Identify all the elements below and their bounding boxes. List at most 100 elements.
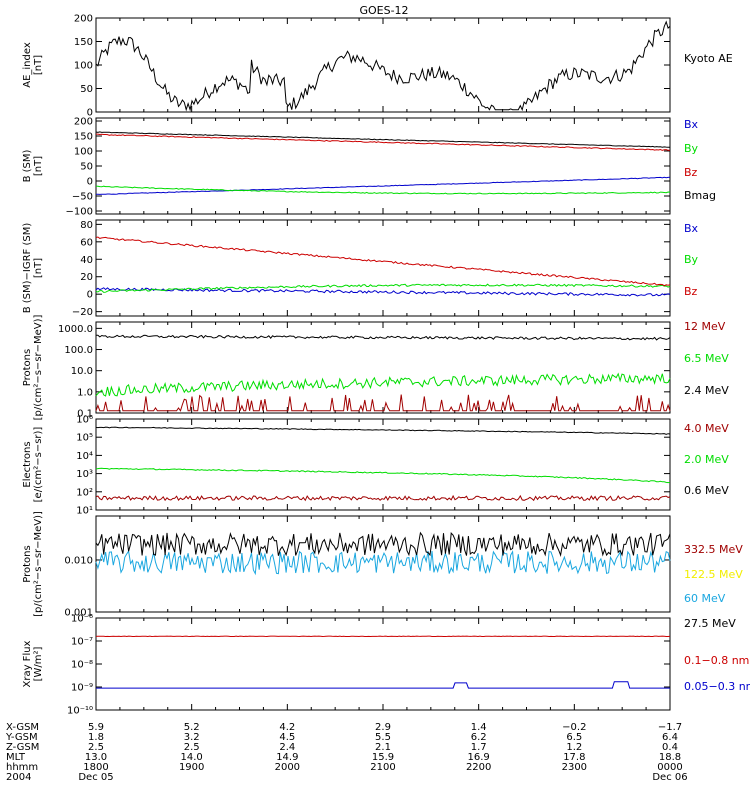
series-line-hiprotons-3 [95, 531, 671, 557]
legend-bigrf-2: Bz [684, 285, 698, 298]
legend-bigrf-0: Bx [684, 222, 699, 235]
axis-row-label: 2004 [6, 772, 31, 783]
y-axis-label: [nT] [33, 258, 44, 278]
y-axis-label: [nT] [33, 156, 44, 176]
y-tick-label: −50 [72, 192, 93, 203]
axis-cell: 14.0 [181, 752, 203, 763]
y-tick-label: 0 [87, 177, 93, 188]
y-tick-label: −100 [66, 207, 93, 218]
axis-cell: Dec 05 [78, 772, 113, 783]
axis-cell: 1900 [179, 762, 204, 773]
series-line-ae-0 [95, 20, 671, 112]
y-axis-label: Protons [22, 349, 33, 386]
axis-cell: 2100 [370, 762, 395, 773]
y-tick-label: 1000.0 [58, 324, 93, 335]
axis-cell: 13.0 [85, 752, 107, 763]
legend-bsm-2: Bz [684, 166, 698, 179]
y-tick-label: 80 [80, 220, 93, 231]
y-tick-label: 10⁻¹⁰ [67, 706, 93, 717]
y-axis-label: [nT] [33, 55, 44, 75]
axis-cell: 2000 [275, 762, 300, 773]
axis-cell: 1.4 [471, 722, 487, 733]
axis-cell: 0.4 [662, 742, 678, 753]
axis-cell: 17.8 [563, 752, 585, 763]
y-tick-label: −20 [72, 307, 93, 318]
axis-cell: 14.9 [276, 752, 298, 763]
panel-hiprotons: 0.001 0.010 Protons [p/(cm²−s−sr−MeV)] 332.5… [22, 511, 743, 630]
axis-cell: 0000 [657, 762, 682, 773]
y-tick-label: 10⁶ [76, 415, 93, 426]
y-axis-label: B (SM) [22, 149, 33, 182]
axis-cell: 1800 [83, 762, 108, 773]
legend-electrons-1: 2.0 MeV [684, 453, 729, 466]
y-axis-label: [W/m²] [33, 646, 44, 681]
chart-title: GOES-12 [359, 4, 408, 17]
axis-cell: Dec 06 [652, 772, 687, 783]
y-tick-label: 0.1 [77, 409, 93, 420]
series-line-bigrf-2 [95, 236, 671, 287]
y-tick-label: 0 [87, 108, 93, 119]
y-tick-label: 10⁴ [76, 451, 93, 462]
y-tick-label: 100.0 [64, 345, 93, 356]
axis-cell: 2200 [466, 762, 491, 773]
axis-cell: 2.9 [375, 722, 391, 733]
axis-cell: 3.2 [184, 732, 200, 743]
axis-row-label: X-GSM [6, 722, 39, 733]
y-tick-label: 50 [80, 162, 93, 173]
axis-row-label: Y-GSM [5, 732, 38, 743]
y-tick-label: 0.001 [64, 608, 93, 619]
series-line-bigrf-1 [95, 283, 671, 293]
axis-cell: 18.8 [659, 752, 681, 763]
series-line-electrons-1 [95, 467, 671, 484]
y-tick-label: 200 [74, 14, 93, 25]
axis-cell: −0.2 [562, 722, 586, 733]
series-line-electrons-0 [95, 494, 671, 502]
axis-cell: 16.9 [468, 752, 490, 763]
y-tick-label: 10³ [76, 469, 93, 480]
y-tick-label: 100 [74, 147, 93, 158]
panel-frame [95, 17, 671, 113]
series-line-xray-1 [96, 681, 670, 689]
legend-ae-0: Kyoto AE [684, 52, 733, 65]
axis-row-label: hhmm [6, 762, 38, 773]
legend-electrons-2: 0.6 MeV [684, 484, 729, 497]
y-tick-label: 20 [80, 272, 93, 283]
y-tick-label: 150 [74, 37, 93, 48]
y-tick-label: 150 [74, 132, 93, 143]
axis-cell: 2.4 [279, 742, 295, 753]
y-axis-label: AE_index [22, 42, 33, 88]
y-axis-label: Xray Flux [22, 640, 33, 687]
panel-protons: 0.1 1.0 10.0 100.0 1000.0 Protons [p/(cm²−s−sr… [22, 314, 729, 420]
series-line-hiprotons-2 [95, 549, 671, 576]
y-tick-label: 10⁻⁸ [71, 660, 93, 671]
axis-cell: 1.7 [471, 742, 487, 753]
series-line-protons-1 [95, 372, 671, 397]
axis-cell: 6.4 [662, 732, 678, 743]
y-axis-label: Electrons [22, 441, 33, 487]
y-tick-label: 1.0 [77, 387, 93, 398]
y-axis-label: [p/(cm²−s−sr−MeV)] [33, 511, 44, 617]
axis-row-label: Z-GSM [6, 742, 39, 753]
y-axis-label: [p/(cm²−s−sr−MeV)] [33, 314, 44, 420]
y-tick-label: 10¹ [76, 506, 93, 517]
axis-cell: 2.5 [184, 742, 200, 753]
y-tick-label: 50 [80, 84, 93, 95]
panel-electrons: 10¹ 10² 10³ 10⁴ 10⁵ 10⁶ Electrons [e/(cm²−s−sr)… [22, 415, 729, 517]
axis-cell: 2.1 [375, 742, 391, 753]
panel-ae: 0 50 100 150 200 AE_index [nT] Kyoto AE [22, 14, 733, 119]
panel-frame [95, 117, 671, 215]
y-tick-label: 10² [76, 487, 93, 498]
axis-cell: 15.9 [372, 752, 394, 763]
y-tick-label: 0.010 [64, 555, 93, 566]
y-tick-label: 10⁵ [76, 433, 93, 444]
legend-bsm-3: Bmag [684, 189, 716, 202]
y-tick-label: 10.0 [71, 366, 93, 377]
axis-cell: 6.5 [566, 732, 582, 743]
axis-cell: 2.5 [88, 742, 104, 753]
y-axis-label: [e/(cm²−s−sr)] [33, 427, 44, 503]
axis-cell: 5.5 [375, 732, 391, 743]
legend-bigrf-1: By [684, 253, 699, 266]
legend-xray-0: 0.1−0.8 nm [684, 654, 749, 667]
series-line-bsm-2 [96, 133, 671, 151]
